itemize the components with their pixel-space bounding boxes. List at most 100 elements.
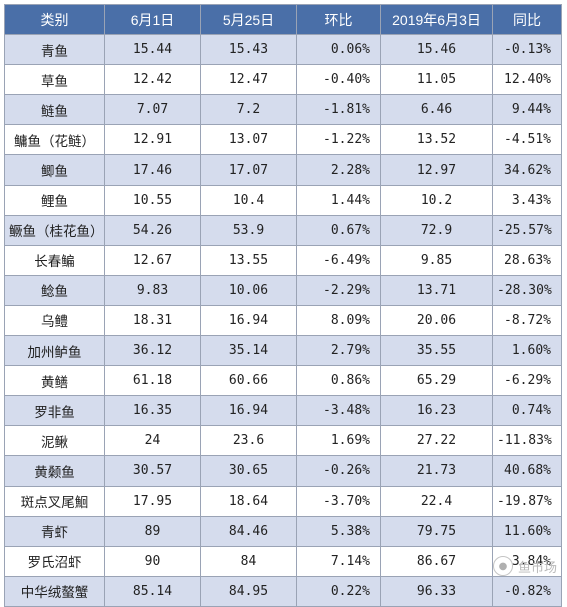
watermark: ● 鱼市场 <box>492 556 557 576</box>
cell-jun1-price: 61.18 <box>104 365 201 397</box>
cell-mom-change: 5.38% <box>296 515 381 547</box>
cell-jun1-price: 9.83 <box>104 274 201 306</box>
cell-mom-change: -0.40% <box>296 64 381 96</box>
cell-yoy-change: -4.51% <box>492 124 562 156</box>
wechat-logo-icon: ● <box>492 556 513 576</box>
cell-jun3-2019-price: 11.05 <box>380 64 493 96</box>
cell-mom-change: 0.22% <box>296 575 381 607</box>
cell-mom-change: -0.26% <box>296 455 381 487</box>
cell-yoy-change: -19.87% <box>492 485 562 517</box>
cell-may25-price: 84.46 <box>200 515 297 547</box>
cell-may25-price: 16.94 <box>200 395 297 427</box>
table-row: 罗非鱼 16.35 16.94 -3.48% 16.23 0.74% <box>4 395 562 427</box>
cell-mom-change: -3.70% <box>296 485 381 517</box>
cell-jun1-price: 16.35 <box>104 395 201 427</box>
cell-mom-change: -1.81% <box>296 94 381 126</box>
cell-yoy-change: -28.30% <box>492 274 562 306</box>
cell-may25-price: 35.14 <box>200 335 297 367</box>
table-row: 加州鲈鱼 36.12 35.14 2.79% 35.55 1.60% <box>4 335 562 367</box>
cell-mom-change: 0.06% <box>296 34 381 66</box>
cell-category: 鲤鱼 <box>4 184 105 216</box>
cell-jun3-2019-price: 72.9 <box>380 214 493 246</box>
cell-mom-change: 2.79% <box>296 335 381 367</box>
cell-jun3-2019-price: 13.52 <box>380 124 493 156</box>
watermark-text: 鱼市场 <box>517 560 557 576</box>
cell-jun1-price: 12.42 <box>104 64 201 96</box>
cell-mom-change: -3.48% <box>296 395 381 427</box>
table-row: 鲢鱼 7.07 7.2 -1.81% 6.46 9.44% <box>4 94 562 126</box>
table-body: 青鱼 15.44 15.43 0.06% 15.46 -0.13% 草鱼 12.42 12.47… <box>4 34 562 607</box>
header-yoy: 同比 <box>492 3 562 36</box>
cell-may25-price: 10.06 <box>200 274 297 306</box>
cell-yoy-change: 12.40% <box>492 64 562 96</box>
cell-yoy-change: -8.72% <box>492 304 562 337</box>
cell-jun1-price: 7.07 <box>104 94 201 126</box>
header-jun1: 6月1日 <box>104 3 201 36</box>
cell-jun1-price: 10.55 <box>104 184 201 216</box>
cell-yoy-change: -0.13% <box>492 34 562 66</box>
cell-jun1-price: 36.12 <box>104 335 201 367</box>
cell-may25-price: 23.6 <box>200 425 297 457</box>
cell-may25-price: 13.07 <box>200 124 297 156</box>
cell-category: 青虾 <box>4 515 105 547</box>
cell-jun1-price: 18.31 <box>104 304 201 337</box>
cell-may25-price: 15.43 <box>200 34 297 66</box>
table-row: 乌鳢 18.31 16.94 8.09% 20.06 -8.72% <box>4 304 562 337</box>
cell-category: 草鱼 <box>4 64 105 96</box>
cell-yoy-change: 0.74% <box>492 395 562 427</box>
header-mom: 环比 <box>296 3 381 36</box>
table-row: 鲫鱼 17.46 17.07 2.28% 12.97 34.62% <box>4 154 562 186</box>
cell-jun3-2019-price: 6.46 <box>380 94 493 126</box>
cell-yoy-change: 28.63% <box>492 244 562 276</box>
cell-jun1-price: 12.91 <box>104 124 201 156</box>
header-jun3-2019: 2019年6月3日 <box>380 3 493 36</box>
cell-jun3-2019-price: 35.55 <box>380 335 493 367</box>
cell-jun3-2019-price: 9.85 <box>380 244 493 276</box>
cell-jun1-price: 12.67 <box>104 244 201 276</box>
cell-mom-change: -2.29% <box>296 274 381 306</box>
cell-category: 中华绒螯蟹 <box>4 575 105 607</box>
cell-category: 加州鲈鱼 <box>4 335 105 367</box>
cell-may25-price: 17.07 <box>200 154 297 186</box>
table-row: 黄颡鱼 30.57 30.65 -0.26% 21.73 40.68% <box>4 455 562 487</box>
table-row: 鲶鱼 9.83 10.06 -2.29% 13.71 -28.30% <box>4 274 562 306</box>
cell-jun3-2019-price: 79.75 <box>380 515 493 547</box>
cell-yoy-change: -25.57% <box>492 214 562 246</box>
cell-jun1-price: 30.57 <box>104 455 201 487</box>
price-table-container: 类别 6月1日 5月25日 环比 2019年6月3日 同比 青鱼 15.44 15.… <box>4 3 562 607</box>
table-row: 青鱼 15.44 15.43 0.06% 15.46 -0.13% <box>4 34 562 66</box>
cell-category: 鳜鱼（桂花鱼） <box>4 214 105 246</box>
cell-may25-price: 10.4 <box>200 184 297 216</box>
cell-jun3-2019-price: 13.71 <box>380 274 493 306</box>
cell-yoy-change: 9.44% <box>492 94 562 126</box>
table-row: 斑点叉尾鮰 17.95 18.64 -3.70% 22.4 -19.87% <box>4 485 562 517</box>
cell-jun3-2019-price: 22.4 <box>380 485 493 517</box>
table-row: 泥鳅 24 23.6 1.69% 27.22 -11.83% <box>4 425 562 457</box>
cell-may25-price: 12.47 <box>200 64 297 96</box>
table-row: 黄鳝 61.18 60.66 0.86% 65.29 -6.29% <box>4 365 562 397</box>
cell-yoy-change: 11.60% <box>492 515 562 547</box>
cell-jun1-price: 85.14 <box>104 575 201 607</box>
cell-category: 鳙鱼（花鲢） <box>4 124 105 156</box>
table-row: 中华绒螯蟹 85.14 84.95 0.22% 96.33 -0.82% <box>4 575 562 607</box>
cell-may25-price: 7.2 <box>200 94 297 126</box>
cell-yoy-change: 40.68% <box>492 455 562 487</box>
cell-jun3-2019-price: 10.2 <box>380 184 493 216</box>
cell-jun1-price: 17.95 <box>104 485 201 517</box>
cell-yoy-change: 1.60% <box>492 335 562 367</box>
cell-jun3-2019-price: 12.97 <box>380 154 493 186</box>
cell-jun3-2019-price: 15.46 <box>380 34 493 66</box>
cell-category: 长春鳊 <box>4 244 105 276</box>
cell-yoy-change: -11.83% <box>492 425 562 457</box>
table-row: 鳜鱼（桂花鱼） 54.26 53.9 0.67% 72.9 -25.57% <box>4 214 562 246</box>
cell-jun3-2019-price: 27.22 <box>380 425 493 457</box>
cell-mom-change: 7.14% <box>296 545 381 577</box>
table-header-row: 类别 6月1日 5月25日 环比 2019年6月3日 同比 <box>4 3 562 36</box>
cell-may25-price: 84.95 <box>200 575 297 607</box>
cell-category: 黄鳝 <box>4 365 105 397</box>
cell-jun1-price: 24 <box>104 425 201 457</box>
cell-jun1-price: 17.46 <box>104 154 201 186</box>
table-row: 青虾 89 84.46 5.38% 79.75 11.60% <box>4 515 562 547</box>
fish-price-table: 类别 6月1日 5月25日 环比 2019年6月3日 同比 青鱼 15.44 15.… <box>4 3 562 607</box>
cell-category: 鲫鱼 <box>4 154 105 186</box>
